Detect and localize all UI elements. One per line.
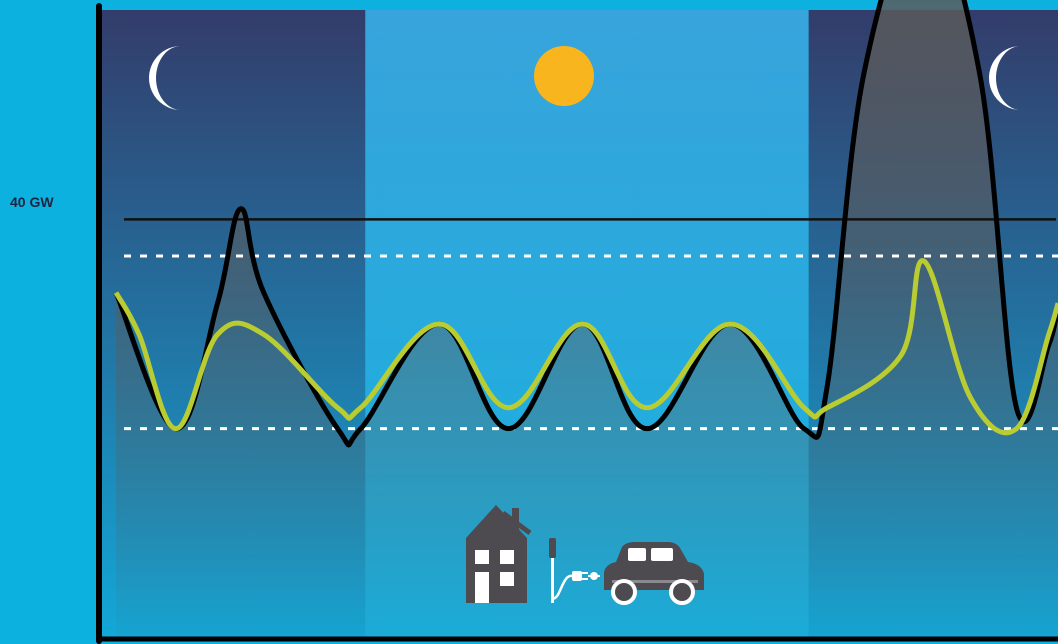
threshold-label: 40 GW: [10, 194, 54, 210]
car-icon: [604, 542, 704, 605]
sun-icon: [534, 46, 594, 106]
house-solar-icon: [466, 505, 532, 603]
charger-icon: [549, 538, 556, 603]
moon-icon: [989, 46, 1021, 110]
demand-area-fill: [116, 0, 1058, 638]
plug-icon: [551, 571, 600, 600]
demand-series-line: [113, 0, 1058, 448]
smart-charging-series-line: [113, 258, 1058, 436]
moon-icon: [149, 46, 181, 110]
